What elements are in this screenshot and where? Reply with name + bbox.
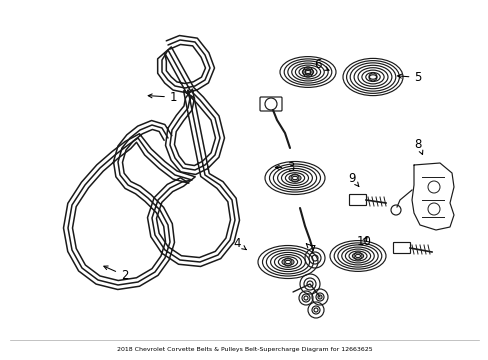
Text: 1: 1 xyxy=(148,91,177,104)
Text: 10: 10 xyxy=(356,235,371,248)
Text: 8: 8 xyxy=(413,138,422,154)
Text: 9: 9 xyxy=(347,172,358,186)
Text: 5: 5 xyxy=(397,71,421,84)
Text: 7: 7 xyxy=(305,244,316,257)
Text: 3: 3 xyxy=(275,161,294,174)
Text: 2: 2 xyxy=(103,266,128,282)
Text: 2018 Chevrolet Corvette Belts & Pulleys Belt-Supercharge Diagram for 12663625: 2018 Chevrolet Corvette Belts & Pulleys … xyxy=(117,347,371,352)
Text: 4: 4 xyxy=(233,237,245,249)
Text: 6: 6 xyxy=(313,58,328,71)
